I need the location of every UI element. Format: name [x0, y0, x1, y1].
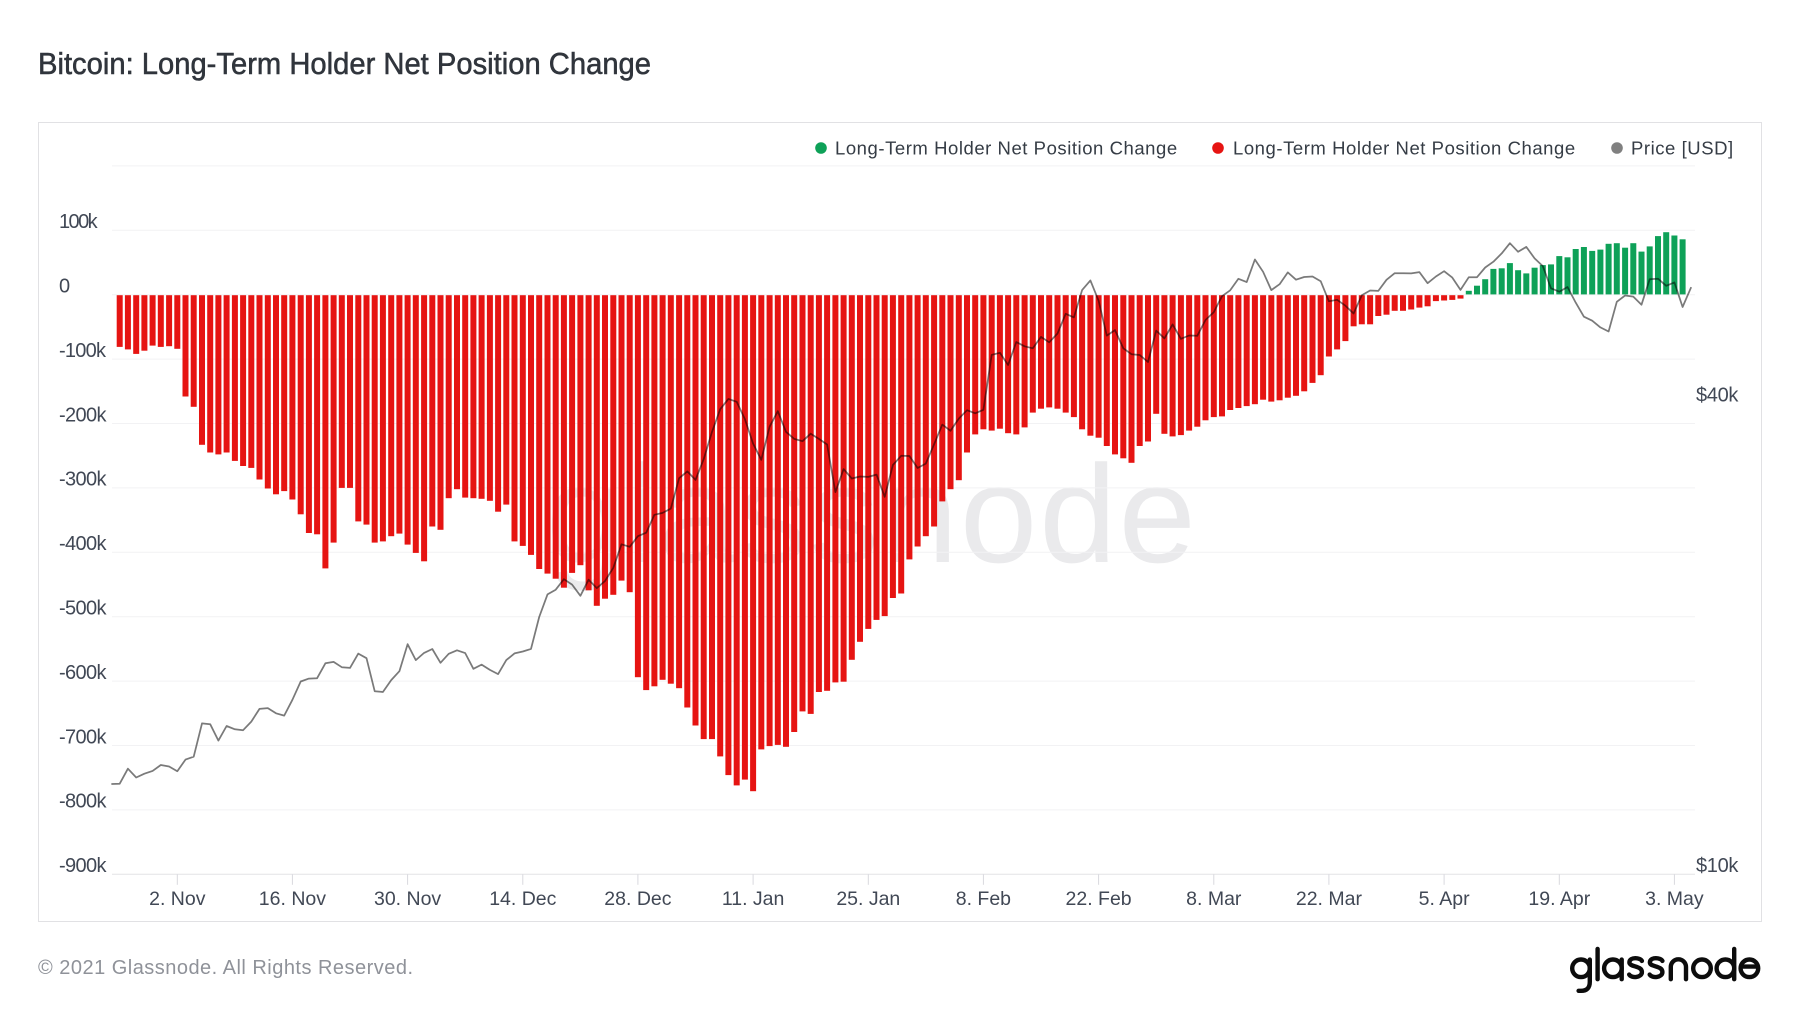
svg-text:30. Nov: 30. Nov	[374, 888, 441, 910]
svg-text:Bitcoin: Long-Term Holder Net: Bitcoin: Long-Term Holder Net Position C…	[38, 46, 651, 81]
svg-text:-700k: -700k	[59, 726, 108, 748]
svg-text:22. Feb: 22. Feb	[1066, 888, 1132, 910]
svg-text:100k: 100k	[59, 211, 99, 233]
svg-text:Price [USD]: Price [USD]	[1631, 137, 1734, 158]
svg-text:5. Apr: 5. Apr	[1419, 888, 1470, 910]
svg-text:22. Mar: 22. Mar	[1296, 888, 1363, 910]
svg-text:11. Jan: 11. Jan	[722, 888, 785, 910]
svg-text:© 2021 Glassnode. All Rights R: © 2021 Glassnode. All Rights Reserved.	[38, 957, 413, 979]
svg-text:-100k: -100k	[59, 340, 107, 362]
svg-text:0: 0	[59, 276, 70, 298]
svg-text:Long-Term Holder Net Position: Long-Term Holder Net Position Change	[835, 137, 1178, 158]
svg-text:Long-Term Holder Net Position: Long-Term Holder Net Position Change	[1233, 137, 1576, 158]
svg-text:$10k: $10k	[1696, 855, 1739, 877]
svg-text:8. Feb: 8. Feb	[956, 888, 1011, 910]
svg-text:28. Dec: 28. Dec	[604, 888, 671, 910]
svg-text:-400k: -400k	[59, 533, 108, 555]
svg-text:8. Mar: 8. Mar	[1186, 888, 1242, 910]
svg-text:-200k: -200k	[59, 404, 108, 426]
svg-text:-900k: -900k	[59, 855, 108, 877]
svg-text:25. Jan: 25. Jan	[836, 888, 900, 910]
svg-text:2. Nov: 2. Nov	[149, 888, 206, 910]
svg-text:-300k: -300k	[59, 469, 108, 491]
svg-text:-800k: -800k	[59, 791, 108, 813]
svg-text:19. Apr: 19. Apr	[1528, 888, 1590, 910]
svg-text:16. Nov: 16. Nov	[259, 888, 326, 910]
svg-text:$40k: $40k	[1696, 385, 1739, 407]
svg-text:-600k: -600k	[59, 662, 108, 684]
svg-text:-500k: -500k	[59, 598, 108, 620]
svg-text:14. Dec: 14. Dec	[489, 888, 556, 910]
svg-text:3. May: 3. May	[1645, 888, 1704, 910]
